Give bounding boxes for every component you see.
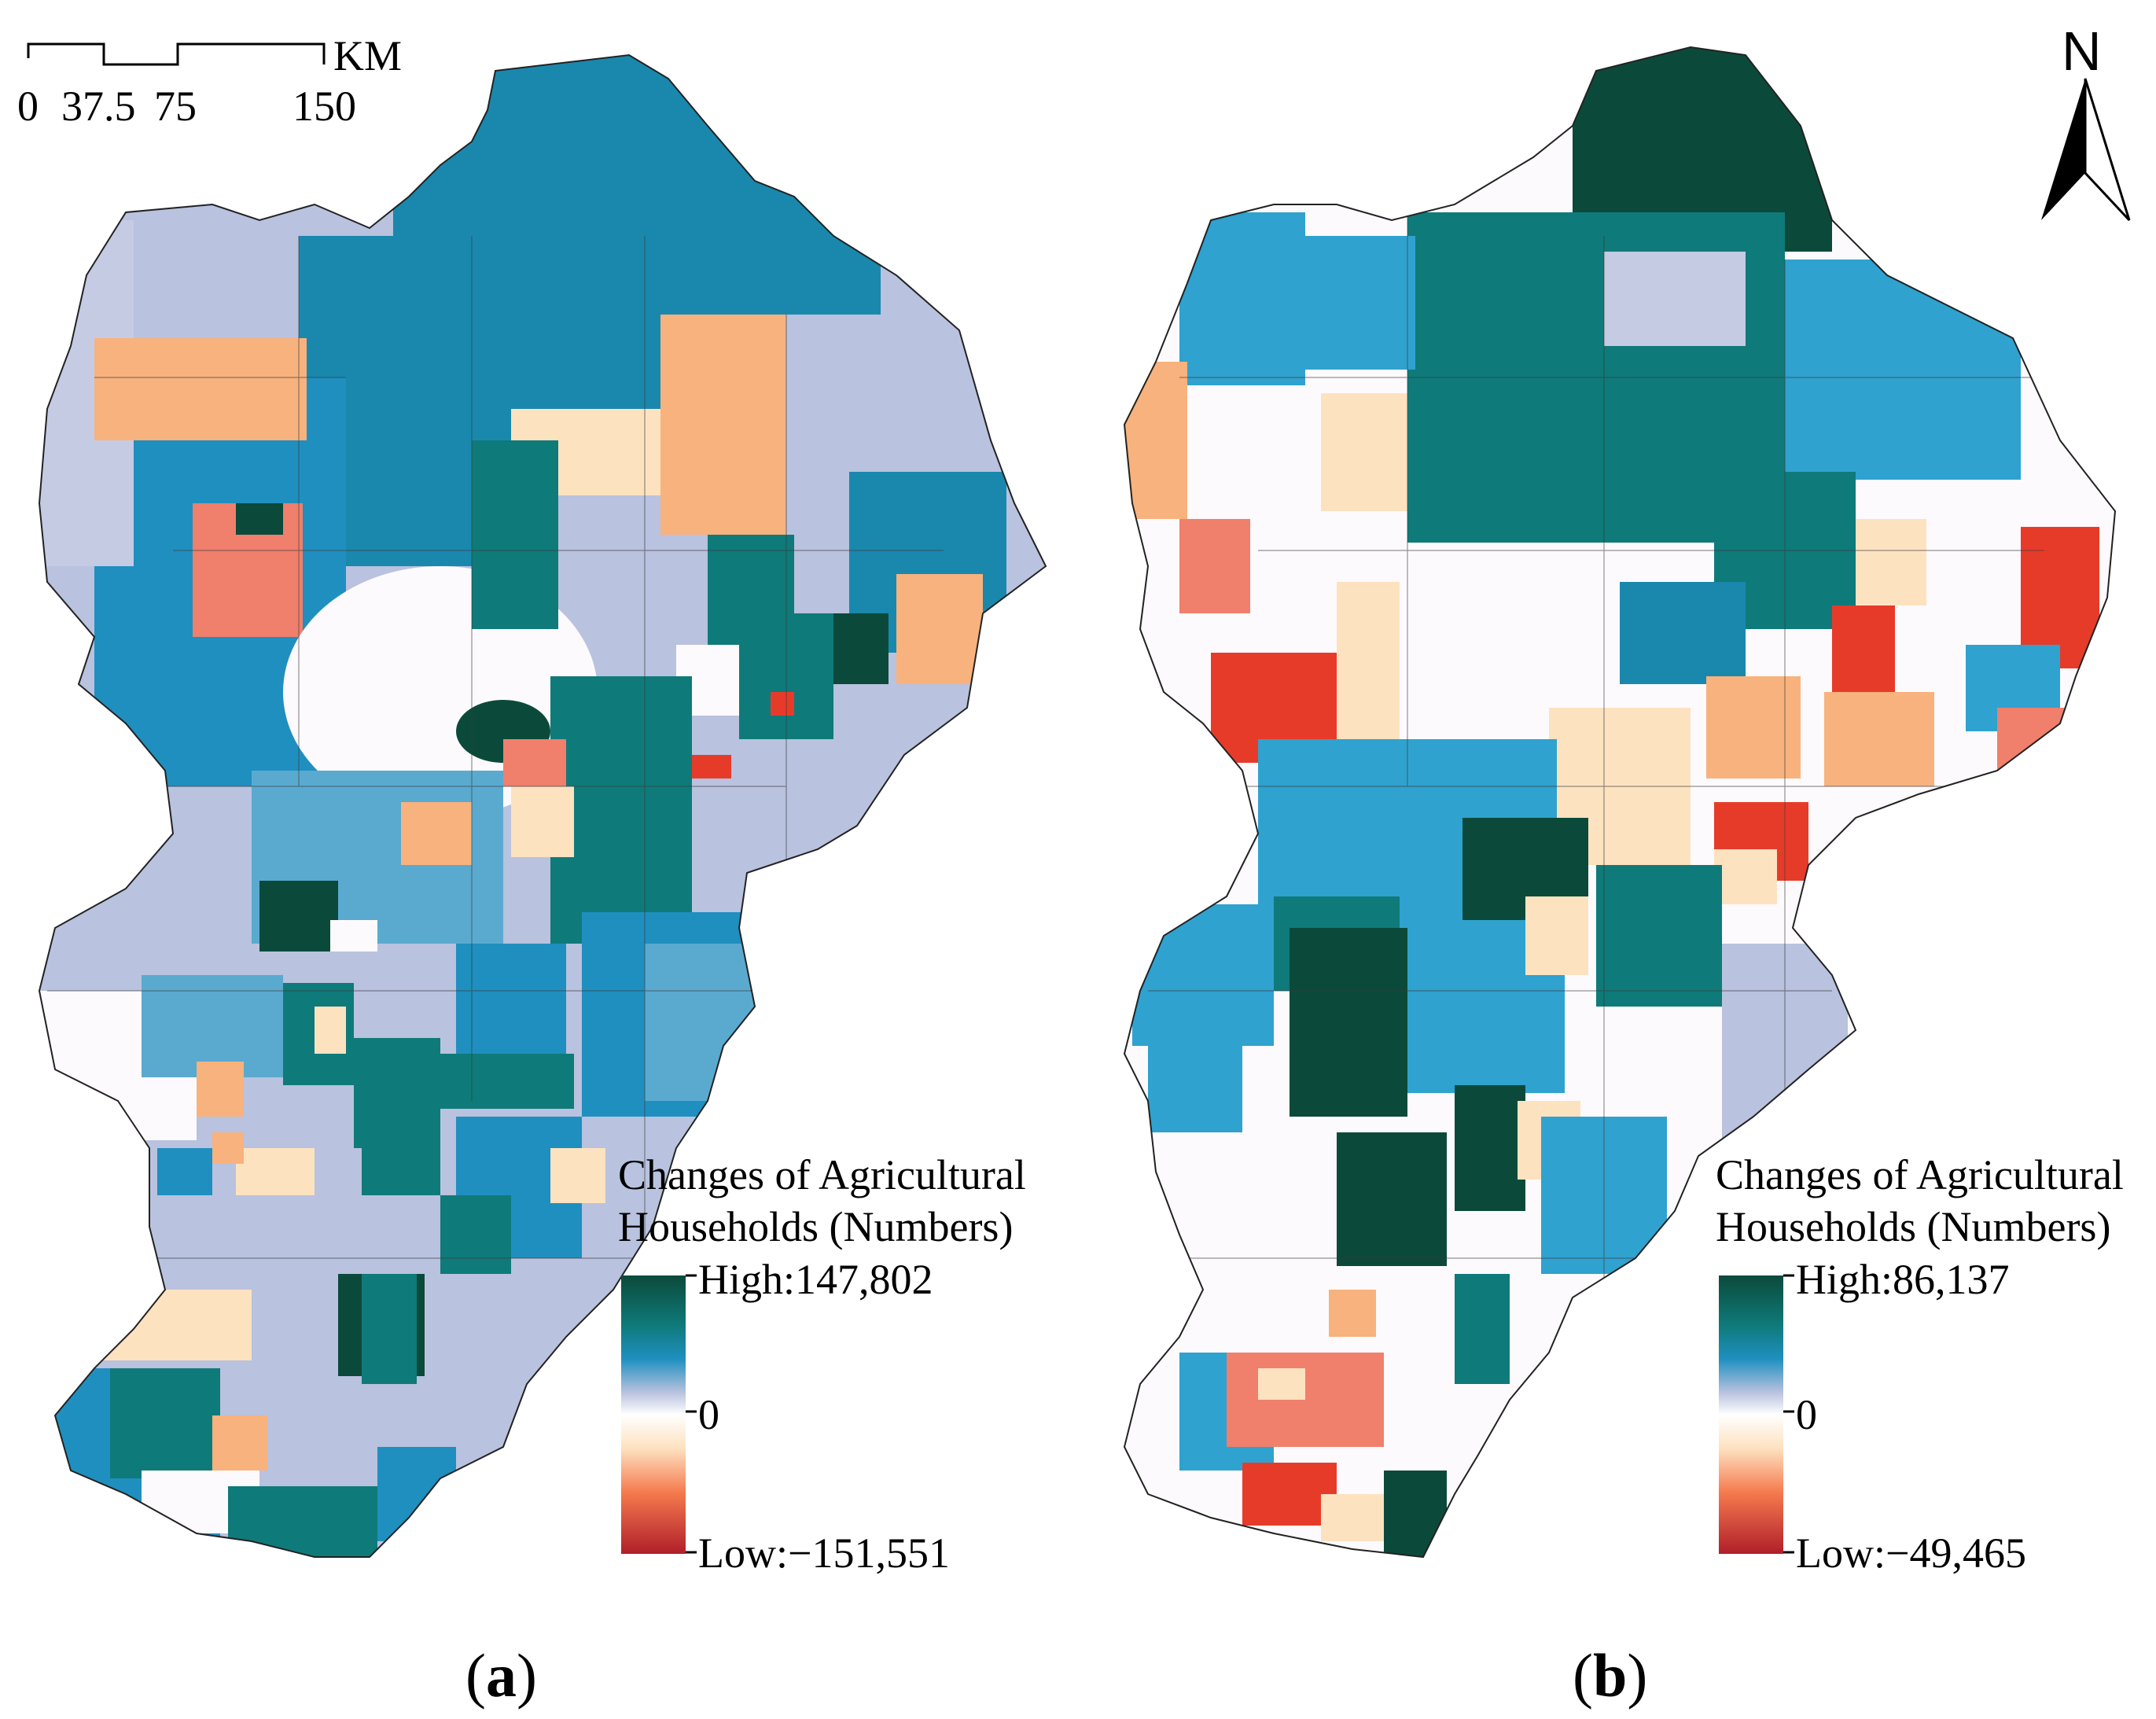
scale-bar-line <box>27 42 326 66</box>
panel-letter-b: b <box>1592 1641 1628 1710</box>
map-a-outline <box>38 53 1047 1558</box>
legend-b-zero-label: 0 <box>1796 1391 1817 1438</box>
panel-letter-a: a <box>485 1641 517 1710</box>
scale-tick-150: 150 <box>292 83 356 130</box>
legend-b-colorbar <box>1719 1274 1794 1554</box>
north-arrow-icon <box>2041 78 2131 222</box>
legend-a-high-label: High:147,802 <box>698 1256 933 1303</box>
scale-tick-75: 75 <box>154 83 197 130</box>
choropleth-map-a <box>39 55 1046 1557</box>
legend-b-high-label: High:86,137 <box>1796 1256 2010 1303</box>
panel-label-a: (a) <box>465 1641 537 1710</box>
legend-b-low-label: Low:−49,465 <box>1796 1529 2026 1577</box>
legend-a-title-line2: Households (Numbers) <box>618 1203 1014 1250</box>
choropleth-map-b <box>1124 47 2115 1557</box>
scale-tick-37-5: 37.5 <box>61 83 136 130</box>
legend-b-title-line2: Households (Numbers) <box>1716 1203 2111 1250</box>
map-b-outline <box>1123 46 2117 1559</box>
scale-tick-0: 0 <box>17 83 39 130</box>
panel-label-b: (b) <box>1573 1641 1648 1710</box>
legend-a-zero-label: 0 <box>698 1391 719 1438</box>
scale-unit: KM <box>333 32 403 79</box>
north-label: N <box>2062 20 2102 82</box>
legend-a-colorbar <box>621 1274 697 1554</box>
scale-bar <box>27 42 326 66</box>
legend-b-title-line1: Changes of Agricultural <box>1716 1151 2124 1198</box>
legend-a-title-line1: Changes of Agricultural <box>618 1151 1026 1198</box>
legend-a-low-label: Low:−151,551 <box>698 1529 950 1577</box>
